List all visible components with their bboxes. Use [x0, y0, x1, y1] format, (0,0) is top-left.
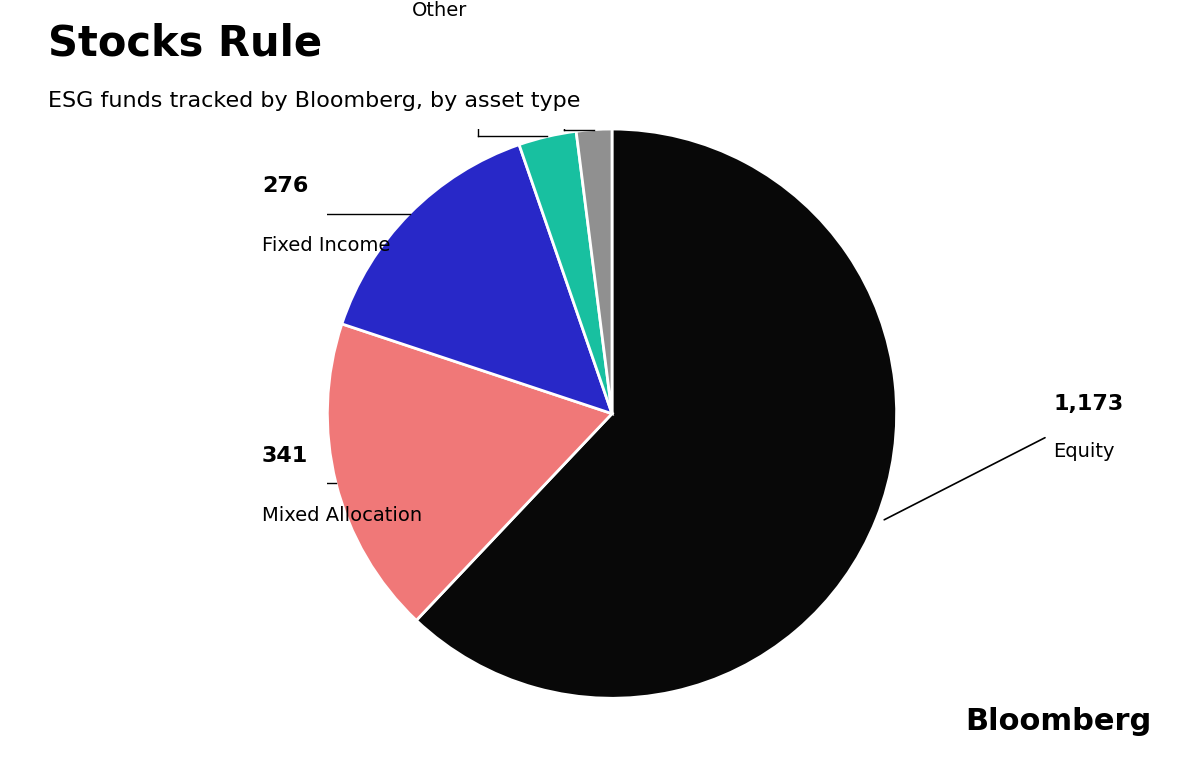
Text: Bloomberg: Bloomberg — [966, 707, 1152, 736]
Text: Stocks Rule: Stocks Rule — [48, 23, 322, 65]
Text: Mixed Allocation: Mixed Allocation — [262, 505, 422, 524]
Text: Equity: Equity — [1054, 442, 1115, 461]
Wedge shape — [576, 129, 612, 414]
Wedge shape — [520, 131, 612, 414]
Text: Other: Other — [412, 1, 467, 20]
Text: Fixed Income: Fixed Income — [262, 236, 390, 255]
Wedge shape — [342, 145, 612, 414]
Text: 341: 341 — [262, 446, 308, 466]
Wedge shape — [416, 129, 896, 698]
Text: 276: 276 — [262, 177, 308, 197]
Text: ESG funds tracked by Bloomberg, by asset type: ESG funds tracked by Bloomberg, by asset… — [48, 91, 581, 111]
Wedge shape — [328, 324, 612, 620]
Text: 1,173: 1,173 — [1054, 394, 1123, 414]
